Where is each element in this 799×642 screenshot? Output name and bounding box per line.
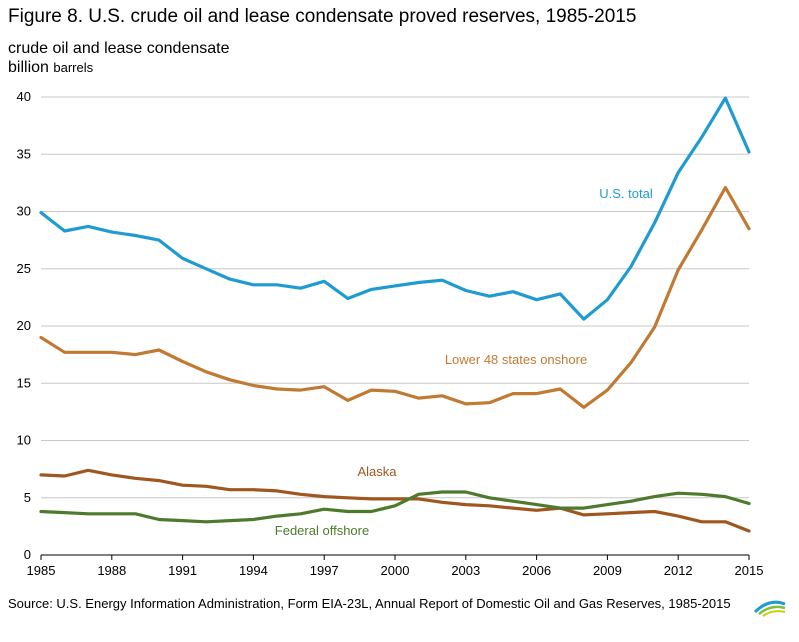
x-tick-label: 2012 [664, 563, 693, 578]
y-axis-unit-sub: barrels [53, 60, 94, 75]
x-tick-label: 1988 [97, 563, 126, 578]
x-tick-label: 1994 [239, 563, 268, 578]
series-line-1 [39, 185, 751, 409]
series-line-3 [39, 490, 751, 524]
y-tick-label: 10 [17, 433, 31, 448]
x-tick-label: 1997 [310, 563, 339, 578]
series-line-2 [39, 468, 751, 533]
series-label-2: Alaska [357, 464, 397, 479]
x-tick-label: 2003 [451, 563, 480, 578]
x-tick-label: 1991 [168, 563, 197, 578]
y-tick-label: 30 [17, 204, 31, 219]
x-tick-label: 2009 [593, 563, 622, 578]
chart-title: Figure 8. U.S. crude oil and lease conde… [8, 6, 637, 27]
y-tick-label: 20 [17, 318, 31, 333]
gridlines [41, 96, 749, 499]
eia-logo [745, 596, 793, 636]
eia-logo-icon [753, 600, 786, 617]
y-tick-label: 15 [17, 375, 31, 390]
y-tick-label: 40 [17, 89, 31, 104]
series-label-1: Lower 48 states onshore [445, 352, 587, 367]
y-axis-label-line1: crude oil and lease condensate [8, 40, 230, 57]
x-tick-labels: 1985 1988 1991 1994 1997 2000 2003 2006 2009 2012… [27, 563, 764, 578]
y-tick-label: 35 [17, 146, 31, 161]
y-tick-label: 25 [17, 261, 31, 276]
x-tick-label: 2000 [381, 563, 410, 578]
x-tick-label: 1985 [27, 563, 56, 578]
series-line-0 [39, 96, 751, 321]
x-tick-label: 2015 [735, 563, 764, 578]
x-tick-label: 2006 [522, 563, 551, 578]
axes [40, 554, 750, 560]
y-axis-label-line2: billion barrels [8, 59, 93, 77]
y-tick-labels: 0 5 10 15 20 25 30 35 40 [17, 89, 31, 562]
y-tick-label: 0 [24, 547, 31, 562]
series-lines [39, 96, 751, 533]
source-note: Source: U.S. Energy Information Administ… [8, 596, 731, 611]
series-labels: U.S. total Lower 48 states onshore Alaska F… [275, 186, 653, 538]
y-tick-label: 5 [24, 490, 31, 505]
series-label-3: Federal offshore [275, 523, 369, 538]
series-label-0: U.S. total [599, 186, 653, 201]
y-axis-unit-main: billion [8, 59, 49, 76]
